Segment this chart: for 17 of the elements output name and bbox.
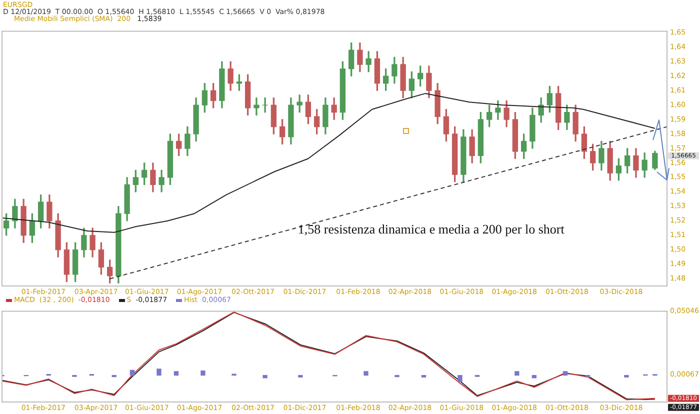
bar	[624, 374, 629, 378]
bar	[130, 370, 135, 376]
bar	[421, 374, 426, 378]
bar	[514, 371, 520, 376]
bar	[364, 371, 368, 376]
bar	[262, 374, 268, 378]
bar	[298, 374, 303, 378]
bar	[174, 371, 179, 376]
bar	[532, 374, 537, 378]
bar	[156, 368, 162, 376]
candlestick	[262, 97, 268, 113]
bar	[200, 370, 206, 376]
bar	[458, 374, 462, 382]
annotation: 1,58 resistenza dinamica e media a 200 per lo short	[298, 221, 565, 236]
bar	[585, 374, 590, 378]
bar	[562, 371, 568, 376]
bar	[394, 374, 400, 378]
